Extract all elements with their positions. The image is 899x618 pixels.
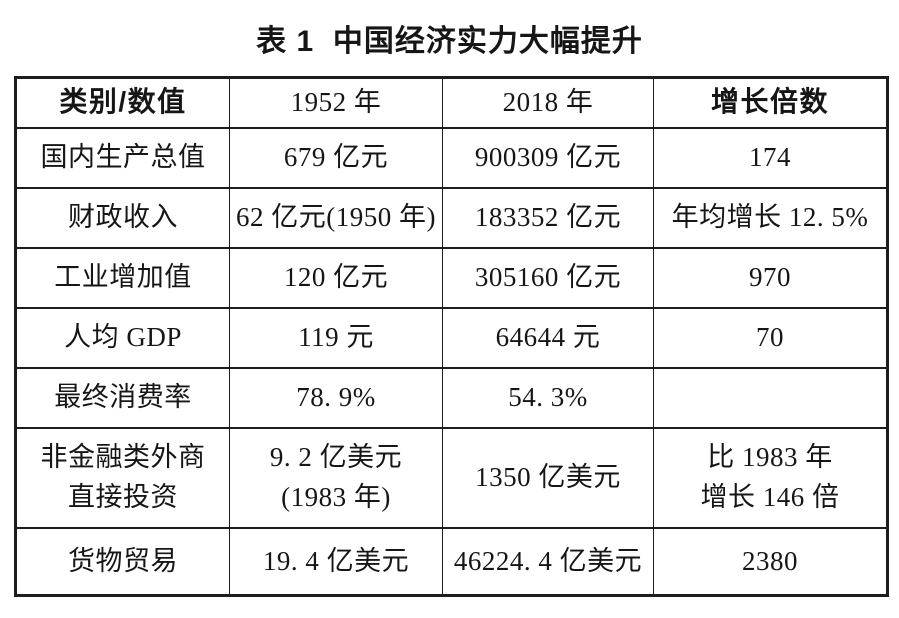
table-caption: 表 1 中国经济实力大幅提升	[256, 25, 643, 58]
header-category: 类别/数值	[15, 76, 230, 129]
table-row-industrial-added-value: 工业增加值 120 亿元 305160 亿元 970	[15, 246, 888, 309]
table-row-fiscal-revenue: 财政收入 62 亿元(1950 年) 183352 亿元 年均增长 12. 5%	[15, 186, 888, 249]
economy-table: 类别/数值 1952 年 2018 年 增长倍数 国内生产总值 679 亿元 9…	[14, 76, 889, 597]
table-row-gdp: 国内生产总值 679 亿元 900309 亿元 174	[15, 126, 888, 189]
header-year-2018: 2018 年	[442, 76, 654, 129]
cell-growth: 2380	[653, 526, 888, 597]
cell-1952: 19. 4 亿美元	[229, 526, 443, 597]
cell-2018: 54. 3%	[442, 366, 654, 429]
cell-2018: 183352 亿元	[442, 186, 654, 249]
cell-1952: 78. 9%	[229, 366, 443, 429]
cell-growth: 年均增长 12. 5%	[653, 186, 888, 249]
cell-growth: 比 1983 年 增长 146 倍	[653, 426, 888, 529]
cell-1952: 120 亿元	[229, 246, 443, 309]
table-row-goods-trade: 货物贸易 19. 4 亿美元 46224. 4 亿美元 2380	[15, 526, 888, 597]
cell-1952: 62 亿元(1950 年)	[229, 186, 443, 249]
cell-2018: 64644 元	[442, 306, 654, 369]
cell-growth: 174	[653, 126, 888, 189]
cell-growth	[653, 366, 888, 429]
cell-2018: 305160 亿元	[442, 246, 654, 309]
cell-category: 最终消费率	[15, 366, 230, 429]
cell-category: 非金融类外商 直接投资	[15, 426, 230, 529]
table-row-foreign-direct-investment: 非金融类外商 直接投资 9. 2 亿美元 (1983 年) 1350 亿美元 比…	[15, 426, 888, 529]
cell-category: 财政收入	[15, 186, 230, 249]
cell-category: 货物贸易	[15, 526, 230, 597]
cell-1952: 119 元	[229, 306, 443, 369]
cell-category: 国内生产总值	[15, 126, 230, 189]
cell-growth: 970	[653, 246, 888, 309]
cell-2018: 1350 亿美元	[442, 426, 654, 529]
table-header-row: 类别/数值 1952 年 2018 年 增长倍数	[15, 76, 888, 129]
cell-2018: 46224. 4 亿美元	[442, 526, 654, 597]
table-row-gdp-per-capita: 人均 GDP 119 元 64644 元 70	[15, 306, 888, 369]
cell-1952: 9. 2 亿美元 (1983 年)	[229, 426, 443, 529]
cell-category: 工业增加值	[15, 246, 230, 309]
cell-1952: 679 亿元	[229, 126, 443, 189]
cell-2018: 900309 亿元	[442, 126, 654, 189]
header-year-1952: 1952 年	[229, 76, 443, 129]
cell-category: 人均 GDP	[15, 306, 230, 369]
header-growth-multiple: 增长倍数	[653, 76, 888, 129]
table-row-final-consumption-rate: 最终消费率 78. 9% 54. 3%	[15, 366, 888, 429]
cell-growth: 70	[653, 306, 888, 369]
